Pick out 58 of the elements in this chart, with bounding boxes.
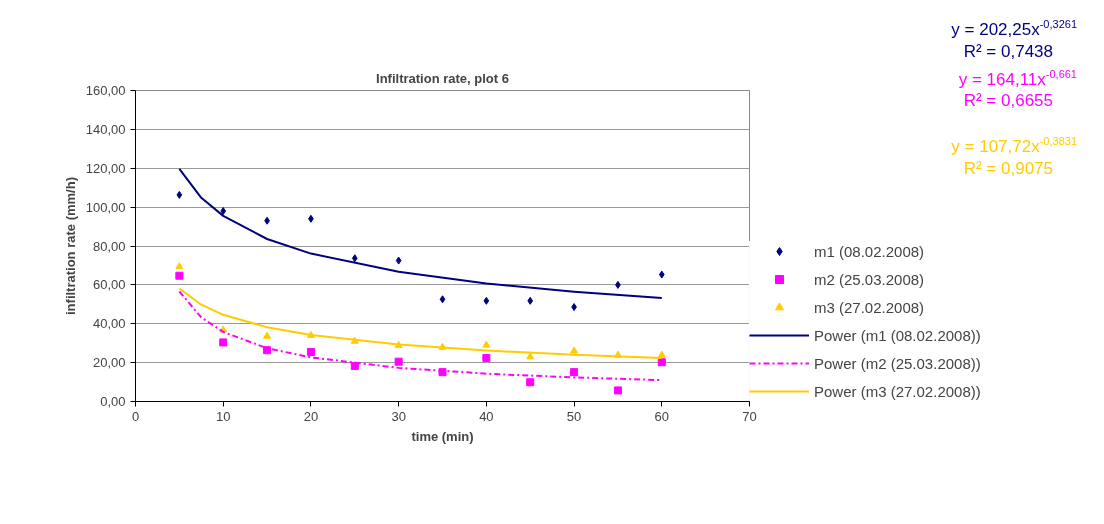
- legend-label: Power (m1 (08.02.2008)): [814, 326, 981, 344]
- y-tick-label: 160,00: [85, 83, 126, 98]
- chart-title: Infiltration rate, plot 6: [376, 70, 509, 86]
- text: y = 164,11x$^{-0,661}$: [957, 66, 1077, 91]
- x-tick-label: 30: [391, 408, 406, 424]
- point: [526, 352, 535, 360]
- legend-label: m1 (08.02.2008): [814, 242, 925, 260]
- legend-label: m3 (27.02.2008): [814, 298, 925, 316]
- point: [657, 358, 666, 367]
- y-tick-label: 80,00: [92, 238, 126, 254]
- point: [657, 350, 666, 358]
- x-tick-label: 60: [654, 408, 670, 424]
- point: [570, 368, 579, 377]
- legend-label: Power (m3 (27.02.2008)): [814, 382, 981, 400]
- point: [613, 386, 622, 395]
- point: [263, 346, 272, 355]
- x-tick-label: 20: [303, 408, 319, 424]
- line-series: [178, 167, 663, 300]
- point: [395, 256, 402, 265]
- point: [658, 270, 665, 279]
- point: [482, 353, 491, 362]
- point: [175, 271, 184, 280]
- text: R² = 0,9075: [962, 157, 1054, 180]
- point: [483, 296, 490, 305]
- point: [570, 346, 579, 354]
- y-tick-label: 60,00: [92, 277, 126, 293]
- x-tick-label: 10: [215, 408, 231, 424]
- x-tick-label: 40: [479, 408, 494, 424]
- y-axis-title: infiltration rate (mm/h): [62, 177, 78, 315]
- text: y = 202,25x$^{-0,3261}$: [951, 17, 1077, 41]
- x-tick-label: 70: [742, 408, 757, 424]
- x-axis-title: time (min): [411, 428, 474, 444]
- point: [220, 207, 227, 216]
- point: [176, 190, 183, 199]
- point: [175, 262, 184, 270]
- y-tick-label: 120,00: [85, 160, 126, 176]
- x-tick-label: 50: [566, 408, 582, 424]
- y-tick-label: 40,00: [92, 316, 126, 332]
- y-tick-label: 20,00: [92, 355, 126, 371]
- text: R² = 0,7438: [962, 40, 1054, 63]
- point: [263, 331, 272, 339]
- point: [439, 295, 446, 304]
- y-tick-label: 0,00: [100, 394, 126, 409]
- legend-label: m2 (25.03.2008): [814, 270, 925, 288]
- text: y = 107,72x$^{-0,3831}$: [951, 134, 1077, 158]
- point: [438, 368, 447, 377]
- point: [482, 340, 491, 348]
- text: R² = 0,6655: [962, 90, 1054, 113]
- point: [526, 378, 535, 387]
- y-tick-label: 140,00: [85, 121, 126, 137]
- point: [306, 347, 315, 356]
- legend-label: Power (m2 (25.03.2008)): [814, 354, 981, 372]
- x-tick-label: 0: [131, 408, 140, 424]
- y-tick-label: 100,00: [85, 199, 126, 215]
- point: [527, 296, 534, 305]
- point: [219, 338, 228, 347]
- point: [394, 357, 403, 366]
- point: [351, 254, 358, 263]
